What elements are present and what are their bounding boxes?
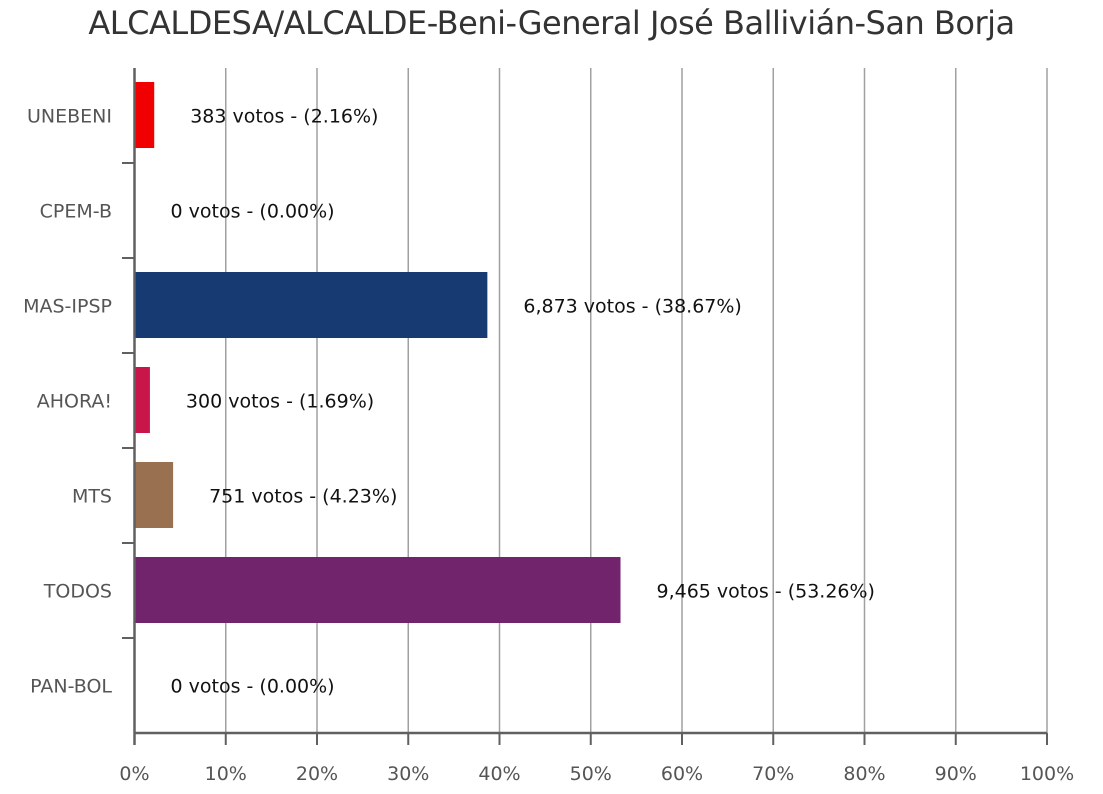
category-label: TODOS (43, 581, 112, 603)
category-label: AHORA! (37, 391, 112, 413)
category-label: PAN-BOL (30, 676, 112, 698)
bar-mts (134, 462, 174, 528)
bar-ahora- (134, 367, 150, 433)
category-label: CPEM-B (40, 201, 112, 223)
category-label: UNEBENI (27, 106, 112, 128)
category-label: MAS-IPSP (23, 296, 112, 318)
x-tick-label: 100% (1020, 763, 1074, 785)
x-tick-label: 40% (478, 763, 520, 785)
data-label: 9,465 votos - (53.26%) (656, 581, 874, 603)
x-tick-label: 30% (387, 763, 429, 785)
data-label: 0 votos - (0.00%) (171, 201, 335, 223)
x-tick-label: 90% (935, 763, 977, 785)
bar-todos (134, 557, 621, 623)
data-label: 0 votos - (0.00%) (171, 676, 335, 698)
data-label: 751 votos - (4.23%) (209, 486, 397, 508)
x-tick-label: 20% (296, 763, 338, 785)
bar-mas-ipsp (134, 272, 488, 338)
data-label: 383 votos - (2.16%) (190, 106, 378, 128)
chart-title: ALCALDESA/ALCALDE-Beni-General José Ball… (88, 4, 1015, 42)
data-label: 6,873 votos - (38.67%) (523, 296, 741, 318)
x-tick-label: 70% (752, 763, 794, 785)
x-tick-label: 60% (661, 763, 703, 785)
x-tick-label: 10% (205, 763, 247, 785)
category-label: MTS (72, 486, 112, 508)
data-label: 300 votos - (1.69%) (186, 391, 374, 413)
bar-unebeni (134, 82, 155, 148)
x-tick-label: 50% (570, 763, 612, 785)
x-tick-label: 0% (119, 763, 149, 785)
x-tick-label: 80% (843, 763, 885, 785)
